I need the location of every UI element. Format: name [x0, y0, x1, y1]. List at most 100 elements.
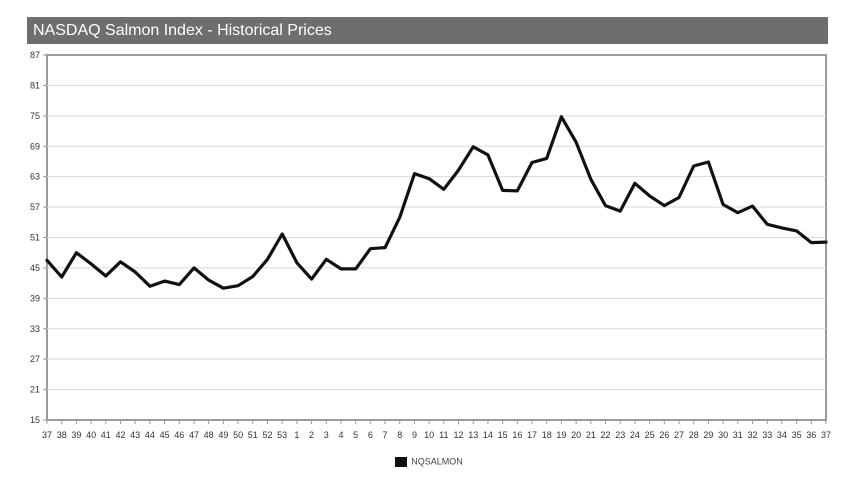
x-tick-label: 29: [703, 430, 713, 440]
x-tick-label: 12: [454, 430, 464, 440]
chart-title: NASDAQ Salmon Index - Historical Prices: [27, 17, 828, 44]
x-tick-label: 51: [248, 430, 258, 440]
x-tick-label: 35: [792, 430, 802, 440]
data-point: [663, 204, 666, 207]
data-point: [383, 246, 387, 249]
x-axis-tick-labels: 37 38 39 40 41 42 43 44 45 46 47 48 49 50 51 52 53 1 2 3 4 5 6…: [42, 430, 831, 440]
x-tick-label: 47: [189, 430, 199, 440]
data-point: [589, 178, 592, 181]
x-tick-label: 18: [542, 430, 552, 440]
x-tick-label: 36: [806, 430, 816, 440]
data-point: [163, 279, 166, 283]
y-tick-label: 69: [30, 141, 40, 151]
x-tick-label: 44: [145, 430, 155, 440]
x-tick-label: 52: [262, 430, 272, 440]
data-point: [398, 216, 401, 219]
y-tick-label: 15: [30, 415, 40, 425]
x-tick-label: 39: [71, 430, 81, 440]
x-tick-label: 22: [601, 430, 611, 440]
y-tick-label: 33: [30, 324, 40, 334]
x-tick-label: 49: [218, 430, 228, 440]
y-tick-label: 39: [30, 293, 40, 303]
data-point: [89, 262, 93, 266]
data-point: [442, 188, 445, 191]
y-tick-label: 51: [30, 233, 40, 243]
data-point: [339, 267, 343, 271]
data-point: [45, 259, 49, 262]
x-tick-label: 9: [412, 430, 417, 440]
data-point: [780, 226, 784, 230]
x-tick-label: 3: [324, 430, 329, 440]
x-tick-label: 6: [368, 430, 373, 440]
y-tick-label: 27: [30, 354, 40, 364]
data-point: [677, 196, 681, 199]
data-point: [178, 283, 181, 286]
data-point: [751, 204, 754, 208]
x-tick-label: 53: [277, 430, 287, 440]
x-tick-label: 25: [645, 430, 655, 440]
data-point: [354, 267, 357, 271]
x-tick-label: 8: [397, 430, 402, 440]
y-tick-label: 87: [30, 50, 40, 60]
x-tick-label: 19: [556, 430, 566, 440]
x-tick-label: 33: [762, 430, 772, 440]
x-tick-label: 41: [101, 430, 111, 440]
data-point: [707, 160, 710, 164]
x-tick-label: 4: [338, 430, 343, 440]
data-point: [530, 161, 534, 164]
x-tick-label: 24: [630, 430, 640, 440]
data-point: [692, 164, 695, 168]
x-tick-label: 48: [204, 430, 214, 440]
y-tick-label: 63: [30, 172, 40, 182]
data-point: [648, 194, 651, 198]
x-tick-label: 10: [424, 430, 434, 440]
data-point: [560, 115, 563, 119]
data-point: [295, 261, 299, 264]
x-tick-label: 1: [294, 430, 299, 440]
x-tick-label: 37: [821, 430, 831, 440]
x-tick-label: 30: [718, 430, 728, 440]
series-line-nqsalmon: [45, 115, 828, 290]
data-point: [148, 285, 152, 288]
x-tick-label: 34: [777, 430, 787, 440]
x-tick-label: 20: [571, 430, 581, 440]
x-tick-label: 13: [468, 430, 478, 440]
data-point: [134, 270, 137, 274]
data-point: [795, 229, 798, 233]
x-tick-label: 45: [160, 430, 170, 440]
data-point: [75, 251, 78, 254]
data-point: [633, 182, 637, 185]
x-tick-label: 43: [130, 430, 140, 440]
x-tick-label: 46: [174, 430, 184, 440]
data-point: [310, 277, 313, 281]
x-tick-label: 16: [512, 430, 522, 440]
data-point: [721, 203, 725, 206]
x-tick-label: 37: [42, 430, 52, 440]
data-point: [281, 232, 284, 236]
data-point: [104, 274, 108, 278]
data-point: [810, 241, 813, 244]
x-tick-label: 40: [86, 430, 96, 440]
x-tick-label: 28: [689, 430, 699, 440]
x-tick-label: 7: [383, 430, 388, 440]
y-axis-tick-labels: 15 21 27 33 39 45 51 57 63 69 75 81 87: [30, 50, 40, 425]
x-tick-label: 5: [353, 430, 358, 440]
x-tick-label: 15: [498, 430, 508, 440]
data-point: [574, 141, 578, 144]
x-tick-label: 38: [57, 430, 67, 440]
data-point: [824, 240, 828, 244]
series-layer: [45, 115, 828, 290]
data-point: [472, 145, 475, 148]
x-tick-label: 23: [615, 430, 625, 440]
data-point: [369, 247, 372, 250]
x-tick-label: 42: [115, 430, 125, 440]
y-tick-label: 75: [30, 111, 40, 121]
legend-swatch: [395, 456, 408, 467]
x-tick-label: 14: [483, 430, 493, 440]
gridlines: [43, 54, 827, 424]
data-point: [266, 258, 269, 261]
data-point: [60, 275, 63, 279]
data-point: [766, 223, 769, 226]
x-tick-label: 26: [659, 430, 669, 440]
